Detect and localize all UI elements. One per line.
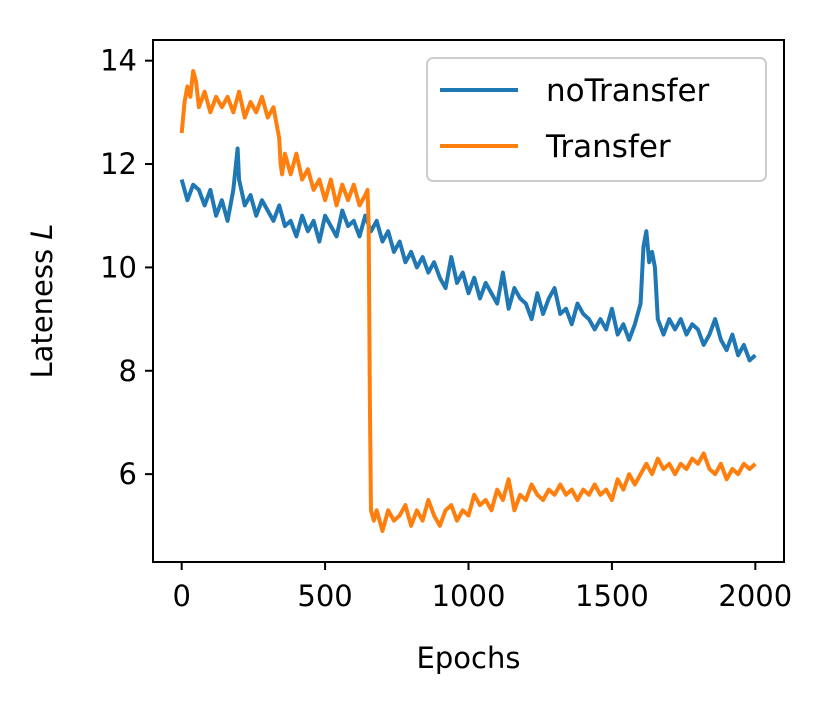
- legend: noTransfer Transfer: [426, 57, 767, 182]
- legend-label-transfer: Transfer: [545, 129, 671, 165]
- y-tick-label: 14: [100, 44, 137, 78]
- y-axis: 6 8 10 12 14: [100, 44, 153, 491]
- x-tick-label: 0: [172, 579, 190, 613]
- legend-label-notransfer: noTransfer: [546, 73, 710, 109]
- x-tick-label: 500: [297, 579, 352, 613]
- y-axis-label-text: Lateness: [25, 249, 59, 379]
- x-tick-label: 1500: [575, 579, 649, 613]
- series-layer: [179, 69, 757, 533]
- series-line-transfer: [179, 69, 757, 533]
- series-line-notransfer: [179, 146, 757, 363]
- y-tick-label: 10: [100, 250, 137, 284]
- x-tick-label: 2000: [718, 579, 792, 613]
- y-axis-label: Lateness L: [25, 224, 59, 379]
- y-tick-label: 12: [100, 147, 137, 181]
- x-axis: 0 500 1000 1500 2000: [172, 562, 792, 613]
- y-tick-label: 8: [119, 354, 137, 388]
- x-tick-label: 1000: [432, 579, 506, 613]
- x-axis-label: Epochs: [417, 641, 521, 675]
- y-tick-label: 6: [119, 457, 137, 491]
- y-axis-label-symbol: L: [25, 224, 59, 240]
